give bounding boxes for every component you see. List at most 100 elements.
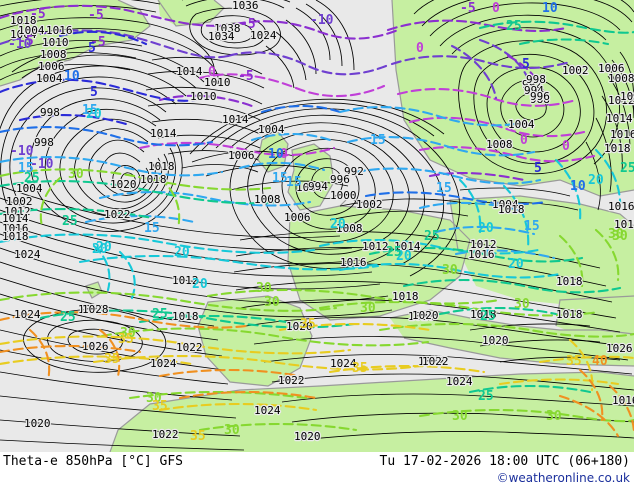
isobar-label: 992 [522, 78, 542, 91]
theta-e-label: 25 [478, 389, 494, 404]
isobar-label: 1020 [294, 430, 321, 443]
isobar-label: 1012 [620, 90, 634, 103]
isobar-label: 1026 [82, 340, 109, 353]
theta-e-label: 15 [370, 133, 386, 148]
theta-e-label: 15 [524, 219, 540, 234]
isobar-label: 1016 [2, 222, 29, 235]
isobar-label: 1004 [10, 28, 37, 41]
isobar-label: 1014 [222, 113, 249, 126]
isobar-label: 1018 [470, 308, 497, 321]
isobar-label: 1016 [46, 24, 73, 37]
theta-e-label: 30 [452, 409, 468, 424]
theta-e-label: 0 [492, 1, 500, 16]
theta-e-label: 30 [608, 227, 624, 242]
isobar-label: 1012 [470, 238, 497, 251]
theta-e-label: 35 [190, 429, 206, 444]
theta-e-label: 15 [18, 161, 34, 176]
theta-e-label: 30 [612, 229, 628, 244]
theta-e-label: 20 [96, 240, 112, 255]
theta-e-label: 35 [566, 354, 582, 369]
isobar-label: 1022 [278, 374, 305, 387]
theta-e-label: 25 [480, 309, 496, 324]
isobar-label: 1024 [446, 375, 473, 388]
theta-e-label: 0 [416, 41, 424, 56]
isobar-label: 1018 [498, 203, 525, 216]
copyright-link[interactable]: ©weatheronline.co.uk [496, 471, 630, 485]
theta-e-label: 30 [224, 423, 240, 438]
isobar-label: 1020 [110, 178, 137, 191]
isobar-label: 994 [524, 84, 544, 97]
theta-e-label: 30 [360, 301, 376, 316]
theta-e-label: 0 [208, 65, 216, 80]
isobar-label: 1018 [604, 142, 631, 155]
theta-e-label: 10 [570, 179, 586, 194]
map-canvas[interactable]: 1018 1004 1004 1016 1010 1008 1006 1004 998 998 10… [0, 0, 634, 452]
isobar-label: 1020 [482, 334, 509, 347]
isobar-label: 1010 [42, 36, 69, 49]
theta-e-label: 20 [478, 221, 494, 236]
theta-e-label: -10 [8, 37, 32, 52]
theta-e-label: 20 [508, 257, 524, 272]
isobar-label: 1014 [150, 127, 177, 140]
theta-e-label: 30 [546, 409, 562, 424]
isobar-label: 1004 [18, 24, 45, 37]
isobar-label: 1008 [486, 138, 513, 151]
isobar-label: 1024 [250, 29, 277, 42]
isobar-label: 1012 [362, 240, 389, 253]
theta-e-label: 25 [386, 245, 402, 260]
theta-e-label: 25 [152, 307, 168, 322]
theta-e-label: 5 [90, 85, 98, 100]
theta-e-label: 20 [330, 217, 346, 232]
isobar-label: 1016 [468, 248, 495, 261]
theta-e-label: 20 [92, 242, 108, 257]
theta-e-label: -5 [18, 34, 34, 49]
isobar-label: 1022 [152, 428, 179, 441]
isobar-label: 1022 [104, 208, 131, 221]
theta-e-label: 20 [174, 245, 190, 260]
isobar-label: 1002 [6, 195, 33, 208]
theta-e-label: 10 [64, 69, 80, 84]
theta-e-label: -5 [90, 35, 106, 50]
isobar-label: 998 [34, 136, 54, 149]
theta-e-label: 20 [396, 249, 412, 264]
isobar-label: 992 [344, 165, 364, 178]
isobar-label: 1004 [36, 72, 63, 85]
isobar-label: 1012 [172, 274, 199, 287]
isobar-label: 1016 [614, 218, 634, 231]
isobar-label: 1008 [40, 48, 67, 61]
theta-e-label: 0 [280, 147, 288, 162]
theta-e-label: 20 [86, 107, 102, 122]
theta-e-label: -5 [238, 69, 254, 84]
theta-e-label: 35 [118, 332, 134, 347]
isobar-label: 1014 [606, 112, 633, 125]
isobar-label: 1004 [16, 182, 43, 195]
theta-e-label: -10 [30, 157, 54, 172]
isobar-label: 1004 [492, 198, 519, 211]
isobar-label: 1014 [2, 212, 29, 225]
isobar-label: 1018 [556, 308, 583, 321]
isobar-label: 1038 [214, 22, 241, 35]
isobar-label: 1004 [258, 123, 285, 136]
theta-e-label: 15 [436, 181, 452, 196]
field-title-label: Theta-e 850hPa [°C] GFS [3, 454, 184, 469]
isobar-label: 1026 [606, 342, 633, 355]
theta-e-label: -5 [240, 17, 256, 32]
isobar-label: 1008 [608, 72, 634, 85]
isobar-label: 1012 [4, 205, 31, 218]
isobar-label: 1010 [204, 76, 231, 89]
theta-e-label: 30 [68, 167, 84, 182]
isobar-label: 1020 [286, 320, 313, 333]
theta-e-label: 35 [352, 361, 368, 376]
isobar-label: 1024 [254, 404, 281, 417]
isobar-label: 1020 [24, 417, 51, 430]
isobar-label: 1020 [408, 310, 435, 323]
theta-e-label: -10 [10, 144, 34, 159]
isobar-label: 1010 [190, 90, 217, 103]
isobar-label: 1022 [422, 355, 449, 368]
isobar-label: 1024 [14, 308, 41, 321]
theta-e-label: 15 [272, 171, 288, 186]
isobar-label: 1014 [176, 65, 203, 78]
isobar-label: 1004 [508, 118, 535, 131]
isobar-label: 1026 [78, 303, 105, 316]
